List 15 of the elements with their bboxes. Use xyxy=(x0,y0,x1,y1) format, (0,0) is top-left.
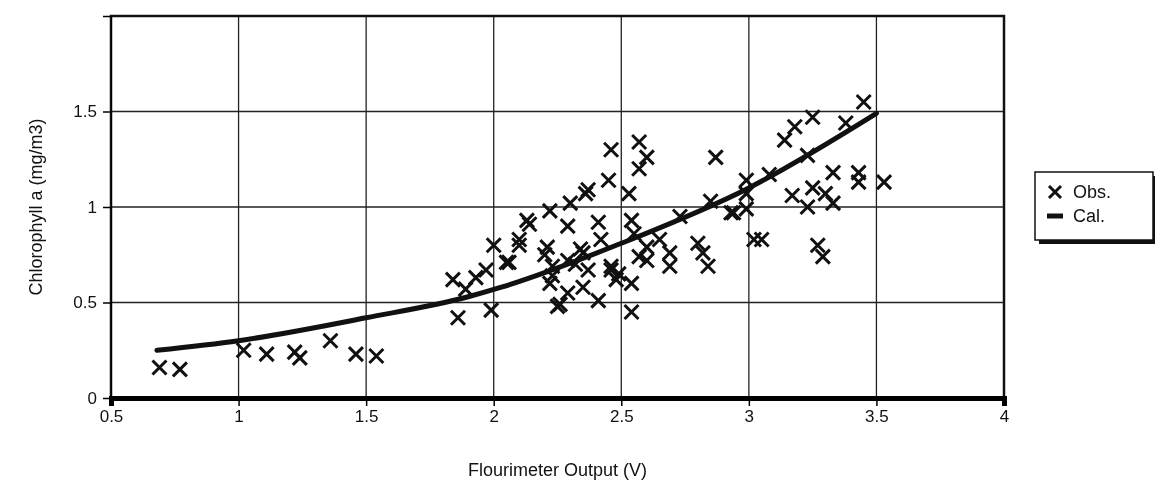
x-tick-label: 1 xyxy=(234,407,244,427)
y-tick-label: 1.5 xyxy=(73,102,97,122)
x-tick-label: 3 xyxy=(744,407,755,427)
y-tick-label: 1 xyxy=(87,197,97,217)
y-tick-label: 0 xyxy=(87,388,97,408)
x-tick-label: 4 xyxy=(999,407,1010,427)
y-tick-label: 0.5 xyxy=(73,293,97,313)
x-tick-label: 2 xyxy=(489,407,499,427)
legend-label: Cal. xyxy=(1073,206,1106,226)
x-tick-label: 1.5 xyxy=(354,407,379,427)
x-tick-label: 2.5 xyxy=(609,407,634,427)
legend-label: Obs. xyxy=(1073,182,1112,202)
y-axis-title: Chlorophyll a (mg/m3) xyxy=(26,118,46,296)
x-tick-label: 3.5 xyxy=(865,407,889,427)
x-axis-title: Flourimeter Output (V) xyxy=(467,460,648,480)
